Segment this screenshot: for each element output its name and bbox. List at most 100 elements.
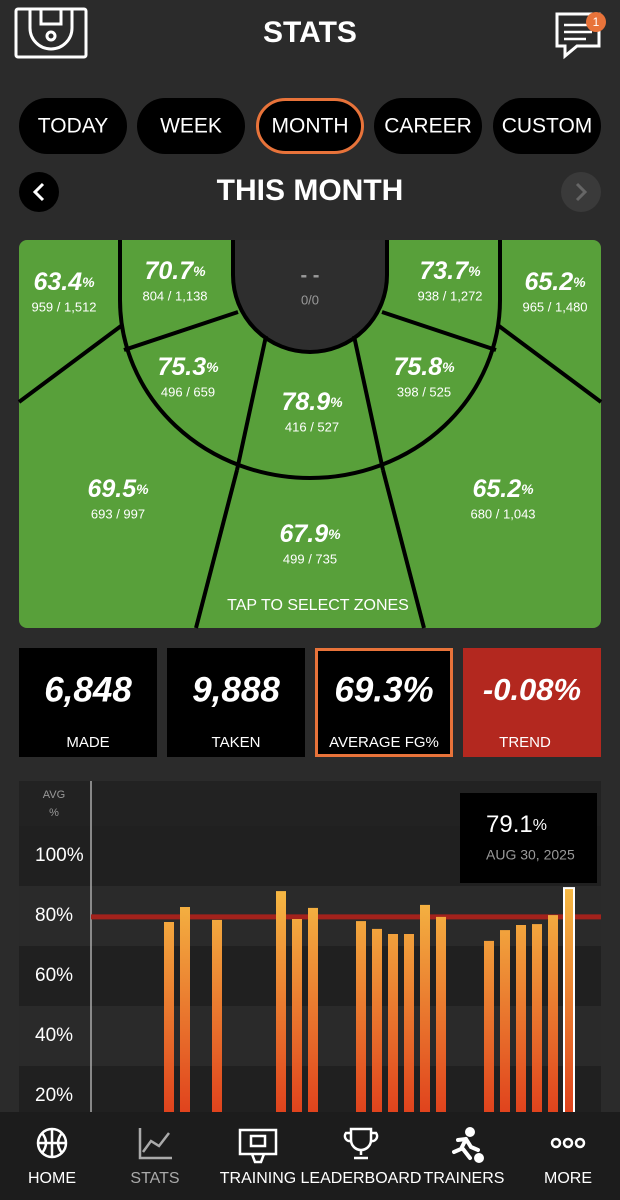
summary-label: AVERAGE FG% [329, 734, 439, 751]
zone-value: 70.7 [144, 257, 194, 285]
zone-unit: % [573, 274, 586, 290]
bar[interactable] [436, 916, 446, 1156]
bar[interactable] [388, 934, 398, 1156]
period-title: THIS MONTH [217, 174, 404, 207]
training-icon [238, 1128, 278, 1164]
bar[interactable] [180, 907, 190, 1156]
bar[interactable] [372, 928, 382, 1156]
bar[interactable] [212, 919, 222, 1156]
zone-shots: 965 / 1,480 [522, 299, 587, 314]
bar[interactable] [308, 907, 318, 1156]
bar[interactable] [356, 921, 366, 1156]
nav-item[interactable]: LEADERBOARD [301, 1170, 422, 1187]
nav-item[interactable]: TRAINERS [424, 1170, 505, 1187]
zone-unit: % [521, 481, 534, 497]
zone-value: 67.9 [279, 520, 328, 548]
period-tab[interactable] [19, 98, 127, 154]
y-tick-label: 60% [35, 965, 73, 986]
period-tab-label: MONTH [272, 115, 349, 138]
period-tab-label: CUSTOM [502, 115, 593, 138]
period-tab[interactable] [256, 98, 364, 154]
zone-percentage: 69.5% [87, 475, 149, 503]
trainers-icon [452, 1127, 484, 1163]
zone-percentage: 65.2% [472, 475, 534, 503]
zone-percentage: 70.7% [144, 257, 206, 285]
zone-unit: % [468, 263, 481, 279]
period-tab[interactable] [374, 98, 482, 154]
zone-shots: 938 / 1,272 [417, 288, 482, 303]
y-tick-label: 40% [35, 1025, 73, 1046]
zone-percentage: 65.2% [524, 268, 586, 296]
bar[interactable] [404, 934, 414, 1156]
tooltip [460, 793, 597, 883]
period-tab-label: WEEK [160, 115, 222, 138]
bar[interactable] [276, 891, 286, 1156]
zone-percentage: 63.4% [33, 268, 95, 296]
zone-unit: % [193, 263, 206, 279]
prev-button[interactable] [19, 172, 59, 212]
bar[interactable] [420, 904, 430, 1156]
zone-value: 63.4 [33, 268, 82, 296]
y-axis-label: AVG [43, 789, 65, 801]
prev-arrow [32, 182, 45, 202]
center-zone-value: - - [301, 264, 320, 286]
summary-card[interactable] [463, 648, 601, 757]
zone-shots: 398 / 525 [397, 384, 451, 399]
nav-icons [36, 1127, 586, 1164]
messages-icon[interactable] [555, 12, 606, 60]
center-zone-shots: 0/0 [301, 292, 319, 307]
next-arrow [575, 182, 588, 202]
summary-value: -0.08% [483, 672, 581, 707]
stats-icon [138, 1128, 172, 1160]
nav-item[interactable]: STATS [130, 1170, 179, 1187]
nav-item[interactable]: HOME [28, 1170, 76, 1187]
bar[interactable] [292, 919, 302, 1156]
period-tab[interactable] [137, 98, 245, 154]
zone-hint: TAP TO SELECT ZONES [227, 597, 409, 614]
zone-value: 65.2 [524, 268, 573, 296]
summary-value: 69.3% [334, 670, 433, 709]
bottom-nav [0, 1112, 620, 1200]
period-tab[interactable] [493, 98, 601, 154]
summary-card[interactable] [167, 648, 305, 757]
bar[interactable] [516, 925, 526, 1156]
summary-label: TREND [499, 734, 551, 751]
zone-value: 75.3 [157, 353, 206, 381]
summary-card[interactable] [19, 648, 157, 757]
zone-value: 69.5 [87, 475, 137, 503]
tooltip-unit: % [533, 817, 547, 834]
bar[interactable] [563, 887, 575, 1156]
tooltip-number: 79.1 [486, 811, 533, 838]
zone-unit: % [206, 359, 219, 375]
period-tab-label: CAREER [384, 115, 472, 138]
bar[interactable] [484, 940, 494, 1156]
court-icon[interactable] [14, 7, 88, 59]
period-tab-label: TODAY [38, 115, 108, 138]
summary-card[interactable] [315, 648, 453, 757]
bar[interactable] [164, 922, 174, 1156]
zone-shots: 959 / 1,512 [31, 299, 96, 314]
zone-unit: % [330, 394, 343, 410]
zone-shots: 416 / 527 [285, 419, 339, 434]
zone-value: 65.2 [472, 475, 521, 503]
page-title: STATS [263, 16, 357, 49]
next-button[interactable] [561, 172, 601, 212]
zone-shots: 499 / 735 [283, 551, 337, 566]
court-lines [17, 240, 603, 629]
nav-item[interactable]: TRAINING [220, 1170, 296, 1187]
summary-label: TAKEN [212, 734, 261, 751]
zone-value: 75.8 [393, 353, 442, 381]
zone-percentage: 78.9% [281, 388, 343, 416]
zone-shots: 680 / 1,043 [470, 506, 535, 521]
zone-unit: % [442, 359, 455, 375]
y-tick-label: 100% [35, 845, 84, 866]
bar[interactable] [532, 924, 542, 1156]
zone-percentage: 73.7% [419, 257, 481, 285]
bar[interactable] [500, 930, 510, 1156]
zone-unit: % [136, 481, 149, 497]
bar[interactable] [548, 915, 558, 1156]
nav-item[interactable]: MORE [544, 1170, 592, 1187]
zone-percentage: 75.8% [393, 353, 455, 381]
zone-value: 73.7 [419, 257, 469, 285]
